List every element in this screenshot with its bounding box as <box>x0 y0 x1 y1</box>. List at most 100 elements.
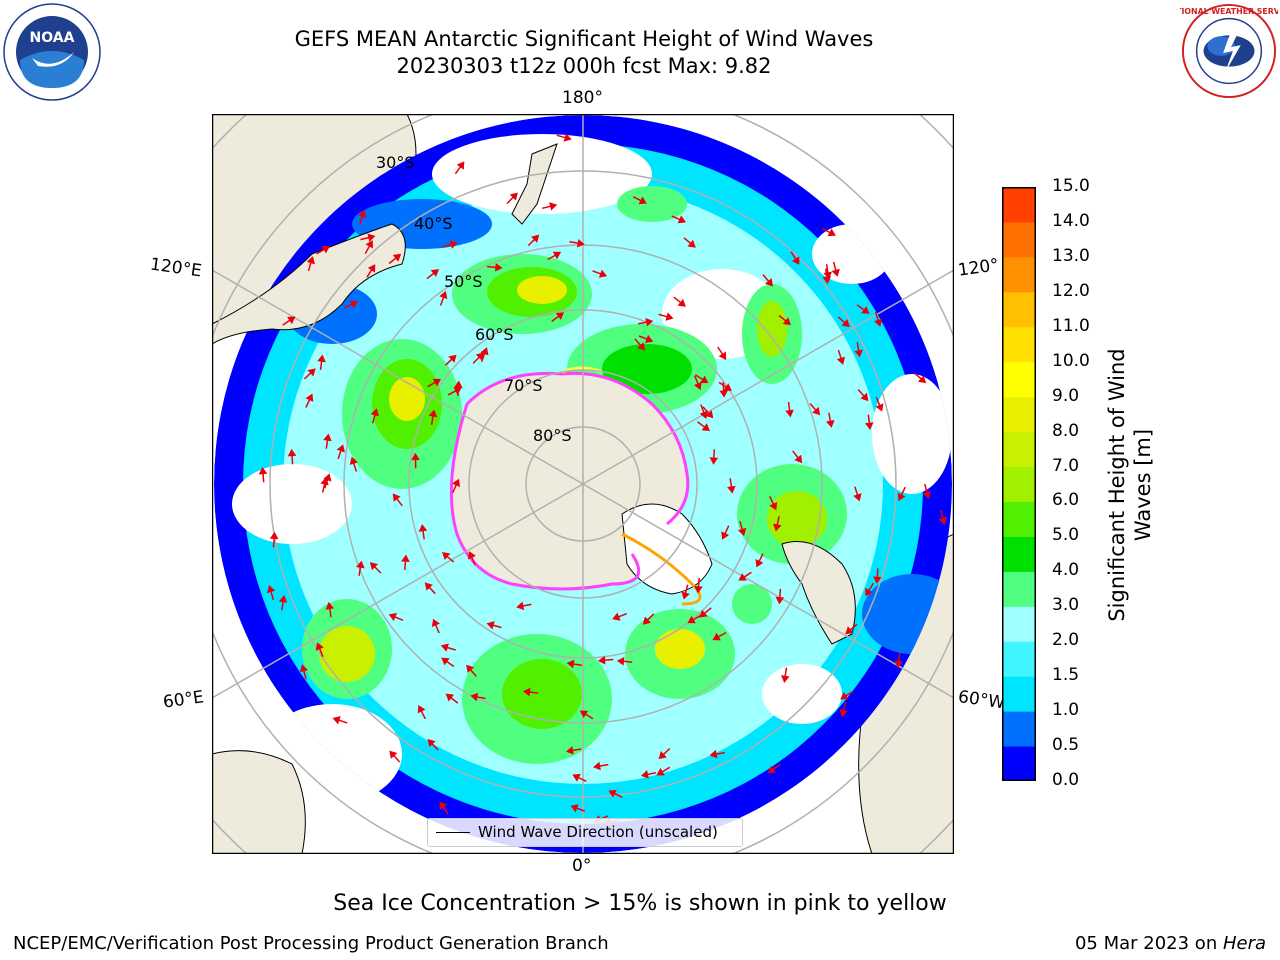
wave-direction-arrow <box>287 448 297 465</box>
wave-direction-arrow <box>569 238 585 248</box>
colorbar-cell <box>1002 536 1036 572</box>
wave-direction-arrow <box>699 404 708 419</box>
nws-logo-text: NATIONAL WEATHER SERVICE <box>1180 7 1278 16</box>
colorbar-tick-label: 9.0 <box>1052 385 1080 406</box>
wave-direction-arrow <box>854 342 863 358</box>
graticule <box>212 114 954 854</box>
wave-direction-arrow <box>683 237 696 248</box>
colorbar-label: Significant Height of Wind Waves [m] <box>1105 348 1155 622</box>
colorbar-tick-label: 5.0 <box>1052 525 1080 546</box>
colorbar-cell <box>1002 396 1036 433</box>
wave-direction-arrow <box>547 251 562 261</box>
wave-direction-arrow <box>401 554 410 570</box>
footer-credit: NCEP/EMC/Verification Post Processing Pr… <box>13 933 609 954</box>
wave-direction-arrow <box>551 312 565 323</box>
colorbar-tick-label: 8.0 <box>1052 420 1080 441</box>
colorbar-tick-label: 1.0 <box>1052 700 1080 721</box>
wave-direction-arrow <box>316 246 330 255</box>
wave-direction-arrow <box>360 233 376 242</box>
wave-direction-arrow <box>439 290 448 306</box>
wave-direction-arrow <box>592 269 608 278</box>
wave-direction-arrow <box>857 389 869 402</box>
wave-direction-arrow <box>364 240 373 255</box>
colorbar-tick-label: 11.0 <box>1052 315 1090 336</box>
wave-direction-arrow <box>442 240 458 249</box>
wave-direction-arrow <box>781 667 790 683</box>
colorbar-cell <box>1002 466 1036 502</box>
wave-direction-arrow <box>837 316 850 328</box>
wind-wave-arrows <box>258 133 947 827</box>
wave-direction-arrow <box>637 318 654 327</box>
wave-direction-arrow <box>266 585 276 601</box>
wave-direction-arrow <box>388 253 402 265</box>
wave-direction-arrow <box>681 584 690 600</box>
colorbar-cell <box>1002 291 1036 328</box>
wave-direction-arrow <box>428 409 438 425</box>
colorbar-tick-label: 13.0 <box>1052 245 1090 266</box>
wave-direction-arrow <box>694 577 703 594</box>
wave-direction-arrow <box>426 269 440 280</box>
wave-direction-arrow <box>719 382 729 398</box>
wave-direction-arrow <box>727 478 736 494</box>
wave-direction-arrow <box>922 483 931 500</box>
wave-direction-arrow <box>694 374 709 384</box>
wave-direction-arrow <box>699 607 712 618</box>
wave-direction-arrow <box>388 613 404 622</box>
nws-logo: NATIONAL WEATHER SERVICE <box>1180 3 1278 99</box>
wave-direction-arrow <box>470 692 486 702</box>
wave-direction-arrow <box>642 613 655 625</box>
colorbar-cell <box>1002 606 1036 642</box>
wave-direction-arrow <box>269 531 279 548</box>
wave-direction-arrow <box>472 352 484 364</box>
wave-direction-arrow <box>389 750 401 763</box>
lon-label-60e: 60°E <box>161 687 206 713</box>
wave-direction-arrow <box>775 588 785 605</box>
wave-direction-arrow <box>875 397 884 412</box>
wave-direction-arrow <box>822 268 832 285</box>
wave-direction-arrow <box>845 623 858 635</box>
wave-direction-arrow <box>712 631 727 641</box>
colorbar-tick-label: 6.0 <box>1052 490 1080 511</box>
wave-direction-arrow <box>570 804 586 813</box>
wave-direction-arrow <box>332 716 348 725</box>
wave-direction-arrow <box>445 693 459 704</box>
wave-direction-arrow <box>417 704 426 720</box>
wave-direction-arrow <box>809 403 821 416</box>
colorbar <box>1002 187 1036 781</box>
wave-direction-arrow <box>323 433 332 449</box>
wave-direction-arrow <box>826 412 835 428</box>
wave-direction-arrow <box>466 664 477 677</box>
chart-title: GEFS MEAN Antarctic Significant Height o… <box>294 27 874 51</box>
lon-label-120e: 120°E <box>148 254 203 282</box>
lon-label-120w: 120°W <box>956 255 1000 281</box>
colorbar-cell <box>1002 641 1036 677</box>
wave-direction-arrow <box>914 372 927 384</box>
wave-direction-arrow <box>897 486 906 502</box>
colorbar-tick-label: 1.5 <box>1052 665 1080 686</box>
wave-direction-arrow <box>320 477 329 493</box>
wave-direction-arrow <box>506 192 518 205</box>
chart-subtitle: 20230303 t12z 000h fcst Max: 9.82 <box>396 54 772 78</box>
wave-direction-arrow <box>785 401 794 418</box>
wave-direction-arrow <box>656 766 671 776</box>
colorbar-tick-label: 4.0 <box>1052 560 1080 581</box>
wave-direction-arrow <box>467 551 476 566</box>
wave-direction-arrow <box>839 701 848 718</box>
colorbar-cell <box>1002 256 1036 293</box>
wave-direction-arrow <box>282 316 296 326</box>
wave-direction-arrow <box>616 657 633 666</box>
wave-direction-arrow <box>278 594 288 611</box>
lat-label-40s: 40°S <box>414 214 453 233</box>
map-frame <box>212 114 954 854</box>
noaa-logo: NOAA <box>3 3 101 101</box>
wave-direction-arrow <box>579 710 594 720</box>
wave-direction-arrow <box>709 449 719 465</box>
wave-direction-arrow <box>658 747 671 760</box>
wave-direction-arrow <box>790 251 800 265</box>
wave-direction-arrow <box>343 300 359 309</box>
wave-direction-arrow <box>697 421 710 432</box>
wave-direction-arrow <box>597 655 614 665</box>
wave-direction-arrow <box>556 133 572 142</box>
wave-direction-arrow <box>658 312 674 321</box>
lat-label-50s: 50°S <box>444 272 483 291</box>
